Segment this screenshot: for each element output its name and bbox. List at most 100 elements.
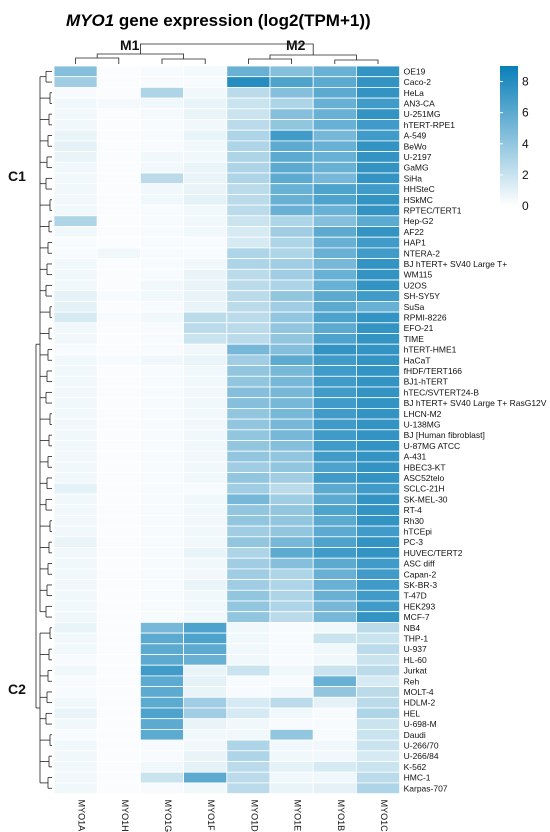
heatmap-cell <box>269 119 314 131</box>
heatmap-cell <box>226 151 271 163</box>
heatmap-cell <box>312 675 357 688</box>
row-label: Daudi <box>404 730 426 740</box>
heatmap-cell <box>96 247 141 259</box>
heatmap-cell <box>139 418 184 431</box>
heatmap-cell <box>355 450 400 463</box>
heatmap-cell <box>312 76 357 88</box>
heatmap-cell <box>183 108 228 120</box>
heatmap-cell <box>355 525 400 538</box>
heatmap-cell <box>312 65 357 78</box>
heatmap-cell <box>139 354 184 366</box>
heatmap-cell <box>183 407 228 420</box>
row-label: T-47D <box>404 591 427 601</box>
heatmap-cell <box>139 386 184 399</box>
heatmap-cell <box>183 397 228 409</box>
heatmap-cell <box>96 76 141 88</box>
row-label: HDLM-2 <box>404 698 436 708</box>
heatmap-cell <box>139 322 184 334</box>
heatmap-cell <box>53 193 98 206</box>
heatmap-cell <box>96 193 141 206</box>
heatmap-cell <box>96 643 141 655</box>
heatmap-cell <box>139 664 184 677</box>
heatmap-cell <box>53 547 98 559</box>
heatmap-cell <box>139 632 184 645</box>
heatmap-cell <box>96 450 141 463</box>
heatmap-cell <box>355 504 400 516</box>
heatmap-cell <box>226 418 271 431</box>
heatmap-cell <box>139 247 184 259</box>
heatmap-cell <box>355 643 400 655</box>
heatmap-cell <box>269 226 314 238</box>
colorbar-tick-label: 4 <box>522 137 529 151</box>
heatmap-cell <box>269 140 314 152</box>
heatmap-cell <box>269 397 314 409</box>
row-label: U-266/70 <box>404 740 439 750</box>
heatmap-cell <box>183 97 228 110</box>
heatmap-cell <box>355 172 400 185</box>
heatmap-cell <box>183 622 228 634</box>
column-cluster-m1-label: M1 <box>120 37 140 53</box>
row-label: MOLT-4 <box>404 687 434 697</box>
heatmap-cell <box>269 65 314 78</box>
heatmap-cell <box>355 579 400 591</box>
heatmap-cell <box>269 579 314 591</box>
heatmap-cell <box>226 87 271 99</box>
row-label: BeWo <box>404 141 427 151</box>
heatmap-cell <box>226 718 271 730</box>
heatmap-cell <box>139 654 184 666</box>
row-label: SH-SY5Y <box>404 291 441 301</box>
heatmap-cell <box>269 429 314 441</box>
heatmap-cell <box>355 761 400 773</box>
heatmap-cell <box>139 482 184 495</box>
heatmap-cell <box>53 696 98 709</box>
heatmap-cell <box>355 472 400 484</box>
heatmap-cell <box>183 536 228 548</box>
heatmap-cell <box>269 504 314 516</box>
heatmap-cell <box>96 140 141 152</box>
row-label: BJ [Human fibroblast] <box>404 430 485 440</box>
heatmap-cell <box>226 226 271 238</box>
heatmap-cell <box>53 750 98 762</box>
heatmap-cell <box>53 333 98 345</box>
heatmap-cell <box>53 311 98 324</box>
row-label: Caco-2 <box>404 77 432 87</box>
heatmap-cell <box>183 579 228 591</box>
heatmap-cell <box>226 354 271 366</box>
colorbar-tick-label: 2 <box>522 168 529 182</box>
heatmap-cell <box>139 161 184 174</box>
heatmap-cell <box>312 322 357 334</box>
heatmap-cell <box>226 258 271 270</box>
heatmap-cell <box>139 579 184 591</box>
row-label: MCF-7 <box>404 612 430 622</box>
heatmap-cell <box>96 386 141 399</box>
heatmap-cell <box>96 290 141 302</box>
row-label: U-138MG <box>404 419 441 429</box>
row-label: NB4 <box>404 623 421 633</box>
column-cluster-m2-label: M2 <box>286 37 306 53</box>
heatmap-cell <box>53 579 98 591</box>
heatmap-cell <box>96 686 141 698</box>
heatmap-cell <box>53 108 98 120</box>
dendrogram-link <box>161 58 206 64</box>
heatmap-cell <box>96 654 141 666</box>
chart-title-rest: gene expression (log2(TPM+1)) <box>114 11 370 30</box>
heatmap-cell <box>269 750 314 762</box>
heatmap-cell <box>269 632 314 645</box>
row-label: hTERT-HME1 <box>404 345 457 355</box>
heatmap-cell <box>53 771 98 784</box>
heatmap-cell <box>226 290 271 302</box>
heatmap-cell <box>269 333 314 345</box>
heatmap-cell <box>96 579 141 591</box>
heatmap-cell <box>183 343 228 356</box>
heatmap-cell <box>96 750 141 762</box>
heatmap-cell <box>53 215 98 227</box>
heatmap-cell <box>226 204 271 217</box>
heatmap-cell <box>139 729 184 741</box>
heatmap-cell <box>226 65 271 78</box>
row-label: A-431 <box>404 452 427 462</box>
heatmap-cell <box>96 226 141 238</box>
heatmap-cell <box>355 557 400 570</box>
heatmap-cell <box>269 386 314 399</box>
heatmap-cell <box>183 151 228 163</box>
row-label: Rh30 <box>404 516 425 526</box>
